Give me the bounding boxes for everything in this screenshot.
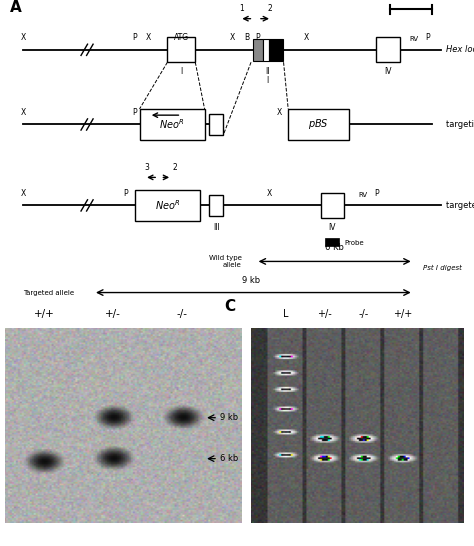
Text: +/-: +/- [318,310,332,319]
Text: X: X [276,108,282,117]
Text: 3: 3 [144,163,149,171]
Text: 2: 2 [172,163,177,171]
Text: 9 kb: 9 kb [242,276,260,285]
Bar [209,114,223,135]
Text: X: X [21,33,26,42]
Text: I: I [180,67,182,76]
Text: targeting vector: targeting vector [446,120,474,129]
Text: 6 Kb: 6 Kb [325,243,344,252]
Bar [288,109,348,140]
Text: $Neo^R$: $Neo^R$ [155,199,180,212]
Text: B: B [244,33,249,42]
Text: III: III [213,223,219,232]
Bar [135,190,200,221]
Bar [376,37,400,62]
Text: 2: 2 [267,4,272,13]
Bar [269,39,283,61]
Text: -/-: -/- [358,310,369,319]
Text: X: X [21,108,26,117]
Text: L: L [283,310,289,319]
Text: -/-: -/- [177,310,188,319]
Text: 6 kb: 6 kb [220,454,238,463]
Text: +/+: +/+ [34,310,55,319]
Text: Pst I digest: Pst I digest [423,265,462,271]
Text: IV: IV [384,67,392,76]
Text: 1: 1 [239,4,244,13]
Text: X: X [230,33,235,42]
Text: P: P [123,188,128,198]
Text: II: II [265,67,270,76]
Text: $pBS$: $pBS$ [308,117,329,132]
Text: X: X [304,33,310,42]
Text: A: A [9,0,21,15]
Text: X: X [146,33,152,42]
Text: P: P [255,33,260,42]
Bar [253,39,263,61]
Text: Probe: Probe [344,240,364,246]
Text: Hex locus: Hex locus [446,45,474,54]
Text: +/-: +/- [105,310,121,319]
Bar [209,194,223,216]
Bar [139,109,205,140]
Text: X: X [267,188,272,198]
Text: X: X [21,188,26,198]
Text: ATG: ATG [174,33,189,42]
Bar [325,238,339,246]
Text: RV: RV [409,36,418,42]
Text: P: P [133,108,137,117]
Text: 9 kb: 9 kb [220,413,238,422]
Text: I: I [266,76,268,85]
Text: $Neo^R$: $Neo^R$ [159,117,185,132]
Text: IV: IV [328,223,336,232]
Bar [263,39,269,61]
Bar [167,37,195,62]
Text: Targeted allele: Targeted allele [23,289,74,295]
Text: RV: RV [358,192,367,198]
Text: 1 Kb: 1 Kb [401,0,421,2]
Text: C: C [225,300,236,314]
Text: P: P [425,33,430,42]
Text: P: P [133,33,137,42]
Text: P: P [374,188,379,198]
Text: Wild type
allele: Wild type allele [209,255,242,268]
Text: +/+: +/+ [393,310,412,319]
Text: targeted allele: targeted allele [446,201,474,210]
Bar [321,193,344,218]
